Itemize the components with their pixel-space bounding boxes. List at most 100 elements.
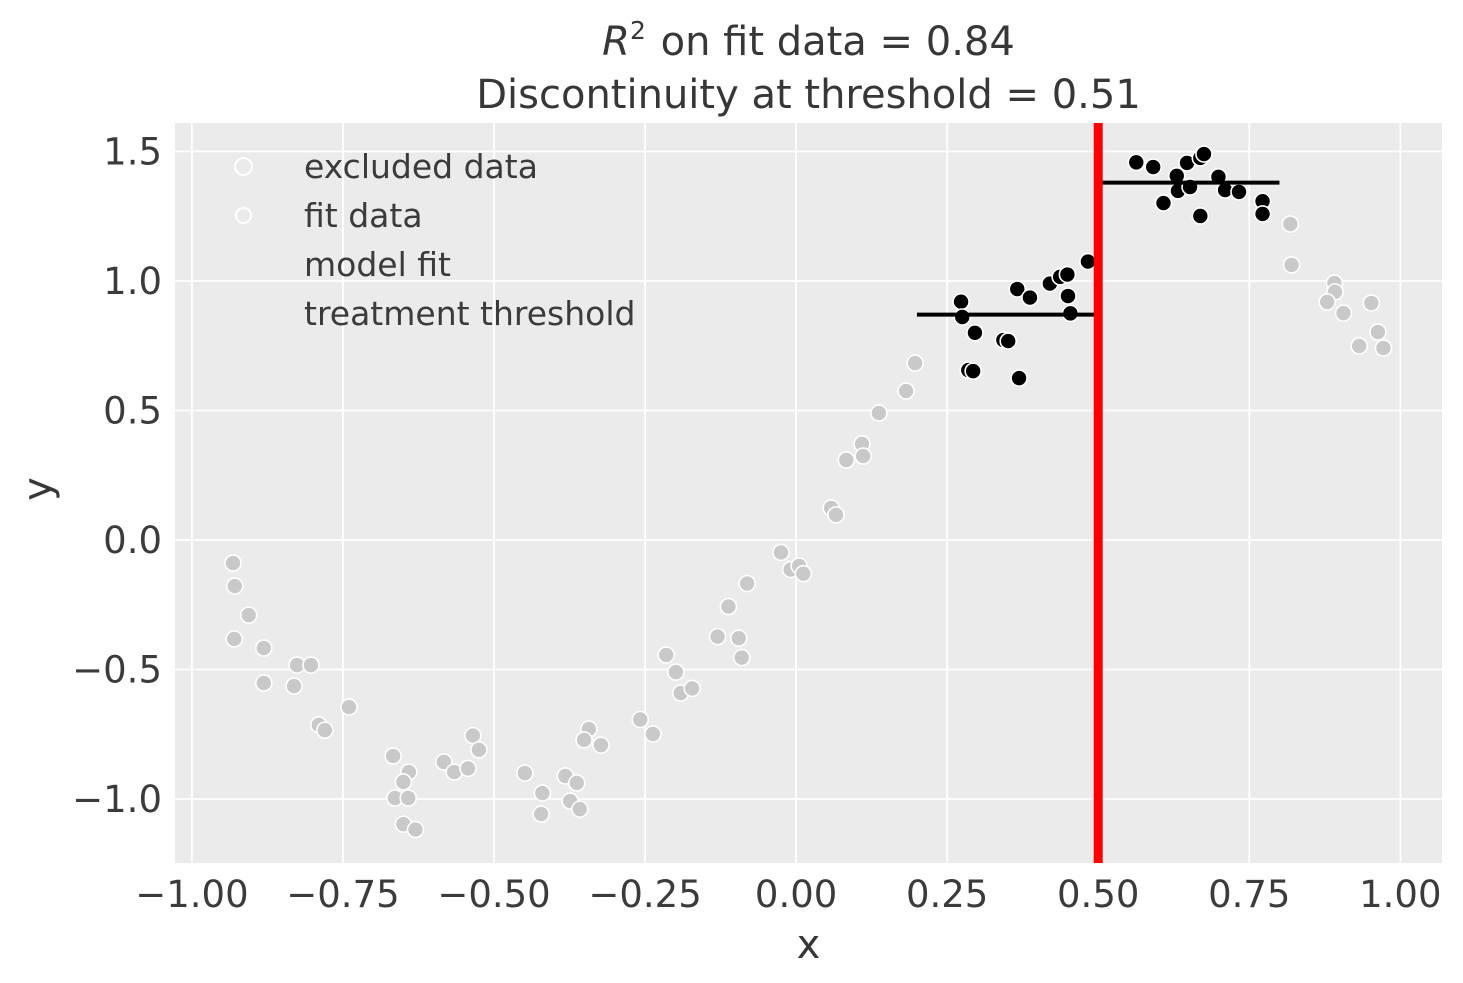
excluded-data-point xyxy=(719,597,738,616)
y-tick-label: −1.0 xyxy=(72,778,162,821)
excluded-data-point xyxy=(470,741,488,759)
fit-data-point xyxy=(1230,183,1248,201)
excluded-data-point xyxy=(794,564,813,583)
fit-data-point xyxy=(1253,205,1272,223)
r-squared-symbol: R xyxy=(602,19,630,65)
excluded-data-point xyxy=(729,629,748,647)
fit-data-point xyxy=(964,362,982,380)
excluded-data-point xyxy=(683,679,701,698)
excluded-data-point xyxy=(772,543,790,562)
chart-title-line2: Discontinuity at threshold = 0.51 xyxy=(476,72,1141,118)
excluded-data-point xyxy=(394,773,413,791)
legend-swatch xyxy=(203,263,283,267)
title-line1-text: on fit data = 0.84 xyxy=(647,19,1015,65)
excluded-data-point xyxy=(1282,256,1301,274)
x-tick-label: −1.00 xyxy=(135,873,248,916)
excluded-data-point xyxy=(631,710,650,729)
y-tick-label: 1.5 xyxy=(103,130,162,173)
excluded-data-point xyxy=(567,774,586,792)
excluded-data-point xyxy=(1369,323,1387,341)
excluded-data-point xyxy=(897,382,915,400)
x-tick-label: −0.25 xyxy=(588,873,701,916)
r-squared-exponent: 2 xyxy=(629,16,646,45)
excluded-data-point xyxy=(459,759,477,778)
excluded-data-point xyxy=(571,800,589,818)
legend-swatch xyxy=(203,157,283,176)
excluded-data-point xyxy=(406,820,425,839)
legend-swatch xyxy=(203,309,283,318)
fit-data-point xyxy=(1059,287,1077,305)
fit-data-point xyxy=(952,292,970,311)
excluded-data-marker-icon xyxy=(233,157,253,176)
excluded-data-point xyxy=(516,764,534,782)
y-tick-label: 1.0 xyxy=(103,260,162,303)
x-tick-label: 0.75 xyxy=(1208,873,1290,916)
y-axis-label: y xyxy=(15,477,61,501)
excluded-data-point xyxy=(384,747,402,765)
excluded-data-point xyxy=(732,648,751,667)
excluded-data-point xyxy=(644,725,662,743)
excluded-data-point xyxy=(738,574,756,593)
fit-data-point xyxy=(1154,194,1173,212)
excluded-data-point xyxy=(239,606,258,624)
fit-data-point xyxy=(1144,158,1162,176)
fit-data-marker-icon xyxy=(234,207,252,224)
excluded-data-point xyxy=(399,789,418,807)
excluded-data-point xyxy=(870,404,888,422)
y-tick-label: 0.5 xyxy=(103,390,162,433)
excluded-data-point xyxy=(667,663,685,681)
excluded-data-point xyxy=(708,627,727,646)
chart-title-line1: R2 on fit data = 0.84 xyxy=(175,4,1442,69)
fit-data-point xyxy=(1021,288,1039,307)
fit-data-point xyxy=(999,332,1017,350)
legend-label-fit-data: fit data xyxy=(304,196,423,235)
x-tick-label: −0.50 xyxy=(437,873,550,916)
legend-label-treatment-threshold: treatment threshold xyxy=(304,294,636,333)
legend-swatch xyxy=(203,207,283,224)
fit-data-point xyxy=(953,308,972,326)
x-tick-label: 0.25 xyxy=(906,873,988,916)
excluded-data-point xyxy=(340,698,358,716)
fit-data-point xyxy=(966,324,984,342)
excluded-data-point xyxy=(316,721,334,739)
excluded-data-point xyxy=(592,736,610,754)
y-tick-label: 0.0 xyxy=(103,519,162,562)
excluded-data-point xyxy=(1362,294,1381,312)
fit-data-point xyxy=(1008,280,1027,298)
treatment-threshold-line-icon xyxy=(203,309,283,318)
legend-item-model-fit: model fit xyxy=(203,240,635,289)
legend-label-model-fit: model fit xyxy=(304,245,451,284)
excluded-data-point xyxy=(657,646,676,664)
legend-label-excluded-data: excluded data xyxy=(304,147,538,186)
fit-data-point xyxy=(1127,153,1146,172)
x-tick-label: 0.50 xyxy=(1057,873,1139,916)
y-tick-label: −0.5 xyxy=(72,649,162,692)
x-tick-label: 0.00 xyxy=(755,873,837,916)
excluded-data-point xyxy=(575,731,593,749)
fit-data-point xyxy=(1191,207,1210,225)
legend-item-excluded-data: excluded data xyxy=(203,142,635,191)
excluded-data-point xyxy=(302,656,320,674)
excluded-data-point xyxy=(1334,304,1353,322)
x-tick-label: 1.00 xyxy=(1359,873,1441,916)
excluded-data-point xyxy=(532,805,550,823)
fit-data-point xyxy=(1010,369,1028,387)
axes-background xyxy=(175,123,1442,863)
excluded-data-point xyxy=(224,554,242,572)
chart-title: R2 on fit data = 0.84 Discontinuity at t… xyxy=(175,4,1442,122)
legend-item-fit-data: fit data xyxy=(203,191,635,240)
excluded-data-point xyxy=(837,451,856,469)
excluded-data-point xyxy=(1350,337,1369,355)
excluded-data-point xyxy=(255,674,273,692)
fit-data-point xyxy=(1058,265,1077,284)
excluded-data-point xyxy=(225,630,244,648)
fit-data-point xyxy=(1195,145,1213,163)
excluded-data-point xyxy=(533,784,552,802)
legend-item-treatment-threshold: treatment threshold xyxy=(203,289,635,338)
excluded-data-point xyxy=(1281,215,1300,233)
excluded-data-point xyxy=(255,639,273,657)
excluded-data-point xyxy=(1318,293,1337,311)
excluded-data-point xyxy=(906,354,924,372)
